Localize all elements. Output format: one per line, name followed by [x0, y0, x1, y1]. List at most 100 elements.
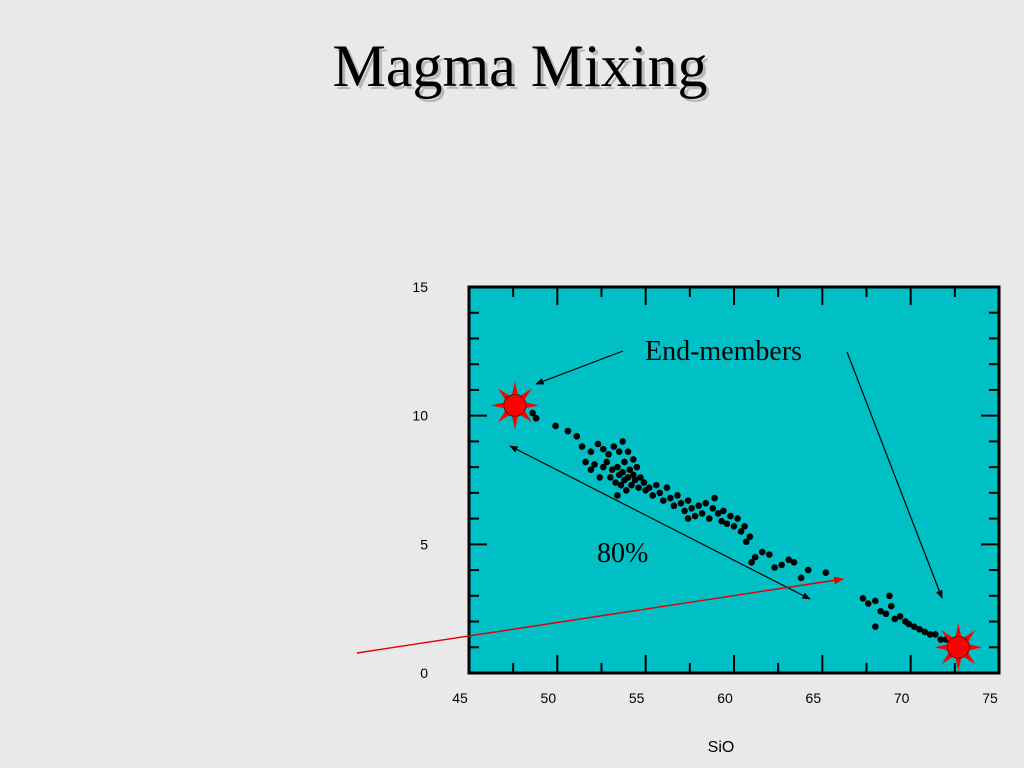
data-point: [635, 484, 642, 492]
y-tick-label: 5: [420, 536, 428, 552]
data-point: [698, 510, 706, 517]
data-point: [605, 450, 612, 458]
data-point: [905, 620, 913, 628]
data-point: [886, 592, 893, 600]
end-members-arrow-right: [846, 351, 943, 599]
data-point: [552, 422, 559, 430]
x-tick-label: 45: [452, 690, 468, 706]
data-point: [910, 623, 918, 630]
data-point: [619, 468, 626, 476]
data-point: [582, 458, 589, 466]
end-members-arrow-left: [535, 350, 624, 385]
data-point: [766, 551, 773, 558]
data-point: [614, 492, 621, 499]
data-point: [872, 623, 879, 630]
data-point: [564, 427, 572, 435]
data-point: [702, 499, 710, 507]
data-point: [864, 600, 872, 607]
data-point: [771, 564, 778, 571]
data-point: [882, 610, 890, 618]
data-point: [596, 474, 604, 481]
data-point: [667, 494, 674, 502]
x-tick-label: 50: [541, 690, 557, 706]
data-point: [621, 458, 628, 466]
data-point: [603, 458, 611, 466]
y-tick-labels: 0 5 10 15: [412, 279, 428, 681]
y-tick-label: 10: [412, 408, 428, 424]
data-point: [688, 505, 695, 512]
data-point: [663, 484, 671, 492]
data-point: [751, 553, 759, 561]
data-point: [859, 595, 867, 602]
data-point: [887, 602, 895, 610]
x-tick-label: 70: [894, 690, 910, 706]
slide-title: Magma Mixing: [332, 33, 708, 99]
data-point: [709, 505, 717, 512]
data-point: [730, 523, 738, 530]
y-tick-label: 0: [420, 665, 428, 681]
data-point: [614, 463, 621, 471]
data-point: [656, 489, 664, 497]
data-point: [594, 440, 602, 448]
x-tick-label: 65: [806, 690, 822, 706]
y-tick-label: 15: [412, 279, 428, 295]
data-point: [645, 484, 653, 492]
data-point: [684, 497, 692, 504]
x-tick-label: 60: [717, 690, 733, 706]
data-point: [896, 613, 904, 620]
data-point: [891, 615, 899, 623]
data-point: [921, 628, 929, 636]
x-tick-labels: 45 50 55 60 65 70 75: [452, 690, 998, 706]
annotation-end-members: End-members: [645, 336, 802, 367]
data-point: [660, 497, 667, 504]
data-point: [615, 448, 623, 455]
data-point: [790, 559, 798, 566]
data-point: [619, 438, 626, 445]
data-point: [720, 507, 727, 515]
data-point: [529, 409, 536, 417]
x-tick-label: 55: [629, 690, 645, 706]
data-point: [532, 414, 540, 422]
data-point: [599, 445, 607, 453]
data-point: [677, 499, 685, 507]
data-point: [743, 538, 750, 546]
data-point: [877, 607, 884, 615]
data-point: [727, 512, 734, 520]
data-point: [573, 432, 581, 440]
end-member-marker: [490, 381, 539, 430]
data-point: [916, 625, 923, 633]
x-axis-label: SiO: [708, 739, 735, 756]
data-point: [695, 502, 702, 510]
data-point: [591, 461, 598, 468]
data-point: [711, 494, 718, 502]
data-point: [681, 507, 688, 515]
data-point: [610, 443, 618, 450]
data-point: [804, 566, 812, 574]
end-member-markers: [490, 381, 983, 672]
data-point: [670, 502, 678, 510]
data-point: [587, 448, 595, 455]
data-point: [674, 492, 681, 499]
data-point: [705, 515, 713, 522]
data-point: [640, 479, 648, 486]
x-tick-label: 75: [982, 690, 998, 706]
data-point: [723, 520, 731, 528]
data-point: [926, 631, 934, 638]
data-point: [630, 456, 637, 463]
data-point: [822, 569, 830, 576]
data-point: [932, 631, 939, 638]
data-point: [607, 474, 614, 481]
data-point: [937, 636, 944, 643]
annotation-percent: 80%: [597, 538, 648, 569]
data-point: [578, 443, 586, 450]
data-point: [758, 548, 766, 556]
data-point: [652, 481, 660, 489]
percent-double-arrow: [509, 445, 811, 600]
data-point: [741, 523, 748, 530]
data-point: [778, 561, 785, 569]
data-point: [872, 597, 879, 605]
data-point: [649, 492, 657, 499]
data-point: [622, 486, 630, 494]
data-point: [624, 448, 632, 455]
